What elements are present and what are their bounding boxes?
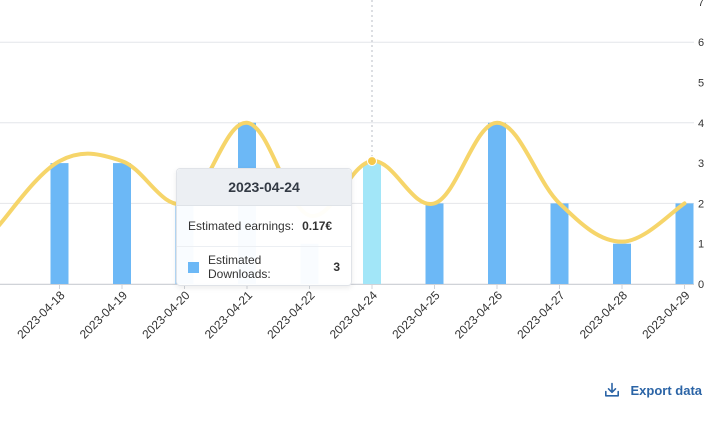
bar — [675, 203, 694, 284]
chart-tooltip: 2023-04-24 Estimated earnings: 0.17€ Est… — [176, 168, 352, 286]
y-tick-label: 4 — [698, 118, 704, 130]
x-tick-label: 2023-04-26 — [452, 288, 506, 342]
x-tick-label: 2023-04-19 — [77, 288, 131, 342]
y-tick-label: 5 — [698, 78, 704, 90]
tooltip-earnings-label: Estimated earnings: — [188, 219, 295, 233]
chart[interactable]: 0 1 2 3 4 5 6 7 2023-04-18 2023-04-19 2023-04-20 20… — [0, 0, 706, 360]
bar — [113, 163, 131, 284]
tooltip-date: 2023-04-24 — [177, 169, 351, 206]
bar — [613, 243, 631, 284]
tooltip-downloads-row: Estimated Downloads: 3 — [177, 247, 351, 287]
x-tick-label: 2023-04-24 — [327, 288, 381, 342]
y-tick-label: 6 — [698, 37, 704, 49]
bar — [550, 203, 569, 284]
x-tick-label: 2023-04-18 — [14, 288, 68, 342]
tooltip-downloads-value: 3 — [333, 260, 340, 274]
y-tick-label: 7 — [698, 0, 704, 9]
download-icon — [605, 382, 620, 397]
tooltip-downloads-label: Estimated Downloads: — [208, 253, 271, 281]
bar — [50, 163, 69, 284]
x-tick-label: 2023-04-29 — [639, 288, 693, 342]
x-tick-label: 2023-04-21 — [202, 288, 256, 342]
bar — [425, 203, 444, 284]
y-tick-label: 0 — [698, 279, 704, 291]
x-tick-label: 2023-04-20 — [139, 288, 193, 342]
x-tick-label: 2023-04-28 — [577, 288, 631, 342]
x-tick-label: 2023-04-22 — [264, 288, 318, 342]
x-tick-label: 2023-04-25 — [389, 288, 443, 342]
bar — [363, 163, 381, 284]
tooltip-earnings-value: 0.17€ — [302, 219, 333, 233]
x-tick-label: 2023-04-27 — [514, 288, 568, 342]
bar — [488, 122, 506, 284]
export-data-label: Export data — [630, 382, 702, 398]
y-tick-label: 2 — [698, 198, 704, 210]
y-tick-label: 1 — [698, 239, 704, 251]
tooltip-earnings-row: Estimated earnings: 0.17€ — [177, 206, 351, 247]
y-tick-label: 3 — [698, 158, 704, 170]
hover-marker — [367, 156, 377, 167]
export-data-button[interactable]: Export data — [604, 380, 702, 400]
downloads-swatch — [188, 261, 199, 273]
